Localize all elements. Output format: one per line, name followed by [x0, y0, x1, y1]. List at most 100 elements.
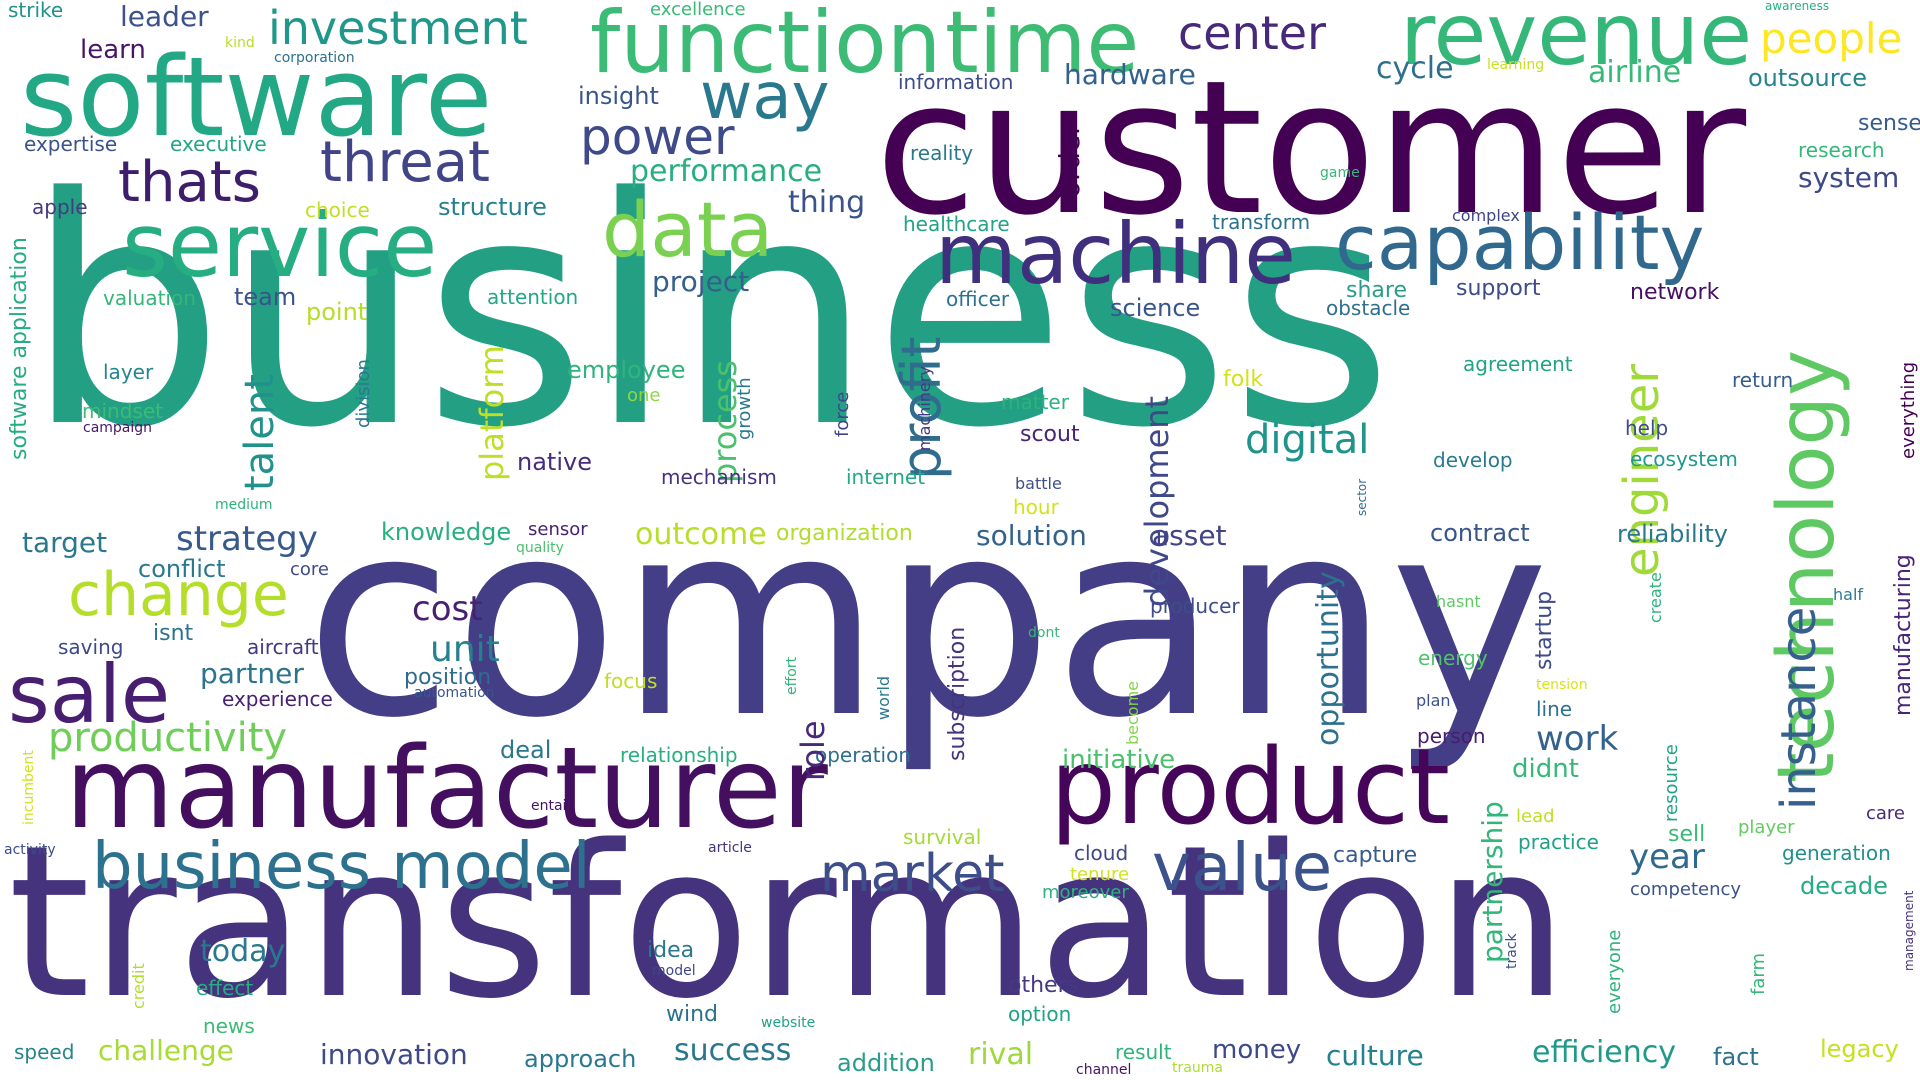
word-relationship: relationship — [620, 743, 738, 767]
word-excellence: excellence — [650, 0, 746, 20]
word-people: people — [1760, 14, 1903, 63]
word-subscription: subscription — [945, 626, 970, 761]
word-talent: talent — [237, 374, 283, 491]
word-effect: effect — [196, 976, 254, 1000]
word-center: center — [1178, 6, 1326, 60]
word-target: target — [22, 526, 108, 559]
word-develop: develop — [1433, 448, 1513, 472]
word-sensor: sensor — [528, 519, 588, 540]
word-information: information — [898, 70, 1014, 94]
word-incumbent: incumbent — [21, 750, 37, 825]
word-investment: investment — [268, 1, 528, 55]
word-cost: cost — [412, 589, 483, 629]
word-opportunity: opportunity — [1311, 571, 1346, 746]
word-business: business — [25, 132, 1394, 497]
word-instance: instance — [1771, 606, 1827, 810]
word-automation: automation — [414, 685, 495, 701]
word-channel: channel — [1076, 1062, 1132, 1078]
word-sector: sector — [1355, 478, 1369, 516]
word-isnt: isnt — [153, 621, 194, 646]
word-startup: startup — [1532, 590, 1557, 670]
word-officer: officer — [946, 287, 1010, 311]
word-software-application: software application — [7, 237, 32, 460]
word-practice: practice — [1518, 830, 1599, 854]
word-moreover: moreover — [1042, 882, 1129, 903]
word-decade: decade — [1800, 872, 1888, 900]
word-software: software — [20, 33, 493, 161]
word-obstacle: obstacle — [1326, 296, 1411, 320]
word-track: track — [1504, 933, 1520, 969]
word-contract: contract — [1430, 519, 1530, 547]
word-quality: quality — [516, 540, 564, 556]
word-become: become — [1123, 680, 1142, 745]
word-article: article — [708, 840, 752, 856]
word-player: player — [1738, 817, 1795, 838]
word-team: team — [234, 283, 297, 311]
word-today: today — [200, 934, 286, 969]
word-competency: competency — [1630, 879, 1742, 900]
word-cloud: cloud — [1074, 841, 1129, 865]
word-expertise: expertise — [24, 132, 118, 156]
word-scout: scout — [1020, 422, 1080, 447]
word-management: management — [1902, 890, 1916, 971]
word-share: share — [1346, 278, 1407, 303]
word-research: research — [1798, 138, 1885, 162]
word-threat: threat — [320, 130, 490, 195]
word-folk: folk — [1223, 367, 1264, 392]
word-choice: choice — [305, 198, 370, 222]
word-tension: tension — [1536, 677, 1588, 693]
word-digital: digital — [1245, 417, 1370, 463]
word-performance: performance — [630, 154, 823, 189]
word-outsource: outsource — [1748, 64, 1868, 92]
word-everyone: everyone — [1604, 929, 1625, 1014]
word-battle: battle — [1015, 474, 1062, 493]
word-trauma: trauma — [1172, 1060, 1223, 1076]
word-success: success — [674, 1033, 792, 1068]
word-activity: activity — [4, 842, 56, 858]
word-fact: fact — [1713, 1043, 1759, 1071]
word-function: function — [590, 0, 942, 93]
word-order: order — [1053, 123, 1086, 198]
word-organization: organization — [776, 521, 913, 546]
word-learning: learning — [1487, 57, 1545, 73]
word-innovation: innovation — [320, 1038, 468, 1071]
word-result: result — [1115, 1040, 1172, 1064]
word-focus: focus — [604, 669, 658, 693]
word-way: way — [700, 60, 830, 134]
word-others: others — [1008, 973, 1079, 998]
word-idea: idea — [647, 938, 695, 963]
word-growth: growth — [734, 377, 755, 440]
word-data: data — [602, 185, 774, 274]
word-farm: farm — [1748, 953, 1769, 995]
word-leader: leader — [120, 0, 209, 33]
word-mechanism: mechanism — [661, 465, 777, 489]
word-agreement: agreement — [1463, 352, 1573, 376]
word-manufacturing: manufacturing — [1891, 554, 1916, 716]
word-approach: approach — [524, 1045, 637, 1073]
word-employee: employee — [567, 356, 686, 384]
word-change: change — [68, 560, 289, 630]
word-game: game — [1320, 165, 1360, 181]
word-transform: transform — [1212, 210, 1311, 234]
word-structure: structure — [438, 193, 547, 221]
word-sale: sale — [8, 648, 171, 741]
word-capability: capability — [1335, 198, 1705, 287]
word-unit: unit — [430, 629, 500, 670]
word-option: option — [1008, 1002, 1072, 1026]
word-service: service — [122, 194, 438, 297]
word-capture: capture — [1333, 843, 1418, 868]
word-news: news — [203, 1014, 255, 1038]
word-strike: strike — [8, 0, 64, 22]
word-network: network — [1630, 280, 1720, 305]
word-asset: asset — [1152, 519, 1227, 552]
word-platform: platform — [473, 345, 511, 481]
word-producer: producer — [1150, 594, 1240, 618]
word-efficiency: efficiency — [1532, 1035, 1677, 1070]
word-line: line — [1536, 697, 1573, 721]
word-help: help — [1625, 416, 1669, 440]
word-hour: hour — [1013, 495, 1059, 519]
word-awareness: awareness — [1765, 0, 1830, 13]
word-science: science — [1110, 294, 1201, 322]
word-solution: solution — [976, 519, 1087, 552]
